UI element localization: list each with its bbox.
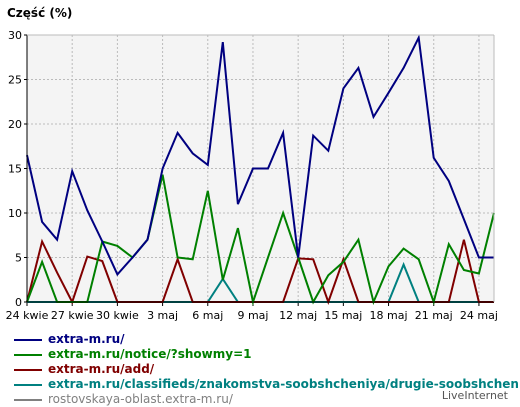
- x-tick-label: 24 kwie: [6, 309, 49, 322]
- series-line: [26, 174, 495, 306]
- legend-label: extra-m.ru/add/: [48, 362, 155, 376]
- line-chart: Część (%) 0 5 10 15 20 25 30 24 kwie 27 kwie 30 k…: [6, 6, 498, 322]
- y-tick-label: 15: [8, 163, 22, 176]
- x-tick-label: 24 maj: [460, 309, 498, 322]
- legend-label: extra-m.ru/classifieds/znakomstva-soobsh…: [48, 377, 520, 391]
- x-tick-label: 6 maj: [192, 309, 223, 322]
- y-tick-label: 30: [8, 29, 22, 42]
- legend-swatch: [14, 369, 42, 371]
- y-tick-label: 0: [15, 296, 22, 309]
- legend-label: extra-m.ru/notice/?showmy=1: [48, 347, 252, 361]
- legend-label: rostovskaya-oblast.extra-m.ru/: [48, 392, 233, 406]
- x-tick-label: 3 maj: [147, 309, 178, 322]
- legend-swatch: [14, 399, 42, 401]
- legend-label: extra-m.ru/: [48, 332, 125, 346]
- x-tick-label: 15 maj: [324, 309, 362, 322]
- credit-label: LiveInternet: [441, 389, 508, 402]
- y-tick-label: 5: [15, 252, 22, 265]
- legend-swatch: [14, 339, 42, 341]
- x-tick-label: 12 maj: [279, 309, 317, 322]
- x-tick-label: 27 kwie: [51, 309, 94, 322]
- x-tick-label: 9 maj: [237, 309, 268, 322]
- x-tick-label: 21 maj: [415, 309, 453, 322]
- legend-swatch: [14, 354, 42, 356]
- y-tick-label: 20: [8, 118, 22, 131]
- x-tick-label: 30 kwie: [96, 309, 139, 322]
- y-tick-label: 25: [8, 74, 22, 87]
- legend-swatch: [14, 384, 42, 386]
- series-line: [26, 34, 494, 277]
- x-tick-label: 18 maj: [370, 309, 408, 322]
- y-axis-title: Część (%): [7, 6, 72, 20]
- y-tick-label: 10: [8, 207, 22, 220]
